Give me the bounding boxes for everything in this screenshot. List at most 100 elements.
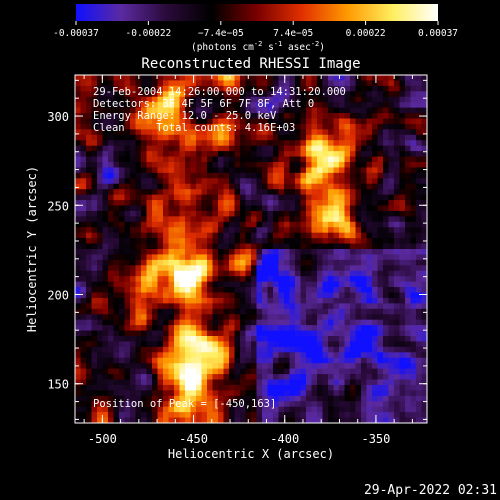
heatmap-cell xyxy=(207,96,214,103)
heatmap-cell xyxy=(185,227,192,234)
heatmap-cell xyxy=(91,287,98,294)
heatmap-cell xyxy=(416,221,423,228)
heatmap-cell xyxy=(97,221,104,228)
heatmap-cell xyxy=(256,91,263,98)
heatmap-cell xyxy=(201,162,208,169)
heatmap-cell xyxy=(179,363,186,370)
heatmap-cell xyxy=(405,227,412,234)
heatmap-cell xyxy=(152,363,159,370)
heatmap-cell xyxy=(113,325,120,332)
heatmap-cell xyxy=(311,281,318,288)
heatmap-cell xyxy=(234,384,241,391)
heatmap-cell xyxy=(317,314,324,321)
heatmap-cell xyxy=(135,107,142,114)
heatmap-cell xyxy=(416,156,423,163)
heatmap-cell xyxy=(190,276,197,283)
heatmap-cell xyxy=(124,178,131,185)
heatmap-cell xyxy=(229,129,236,136)
heatmap-cell xyxy=(141,325,148,332)
heatmap-cell xyxy=(394,336,401,343)
heatmap-cell xyxy=(157,276,164,283)
heatmap-cell xyxy=(102,75,109,82)
heatmap-cell xyxy=(388,281,395,288)
heatmap-cell xyxy=(124,368,131,375)
heatmap-cell xyxy=(306,254,313,261)
heatmap-cell xyxy=(201,205,208,212)
heatmap-cell xyxy=(113,107,120,114)
heatmap-cell xyxy=(135,210,142,217)
heatmap-cell xyxy=(366,183,373,190)
heatmap-cell xyxy=(383,325,390,332)
heatmap-cell xyxy=(405,113,412,120)
heatmap-cell xyxy=(157,243,164,250)
heatmap-cell xyxy=(124,129,131,136)
heatmap-cell xyxy=(229,254,236,261)
heatmap-cell xyxy=(135,314,142,321)
heatmap-cell xyxy=(190,314,197,321)
heatmap-cell xyxy=(108,292,115,299)
heatmap-cell xyxy=(234,379,241,386)
heatmap-cell xyxy=(240,216,247,223)
heatmap-cell xyxy=(410,156,417,163)
heatmap-cell xyxy=(333,200,340,207)
heatmap-cell xyxy=(245,336,252,343)
heatmap-cell xyxy=(421,287,427,294)
heatmap-cell xyxy=(284,194,291,201)
heatmap-cell xyxy=(399,292,406,299)
heatmap-cell xyxy=(185,118,192,125)
heatmap-cell xyxy=(388,319,395,326)
heatmap-cell xyxy=(196,189,203,196)
heatmap-cell xyxy=(372,85,379,92)
heatmap-cell xyxy=(306,221,313,228)
heatmap-cell xyxy=(185,238,192,245)
heatmap-cell xyxy=(75,297,82,304)
heatmap-cell xyxy=(75,292,82,299)
heatmap-cell xyxy=(295,172,302,179)
heatmap-cell xyxy=(119,276,126,283)
heatmap-cell xyxy=(234,189,241,196)
heatmap-cell xyxy=(240,395,247,402)
heatmap-cell xyxy=(328,292,335,299)
heatmap-cell xyxy=(311,80,318,87)
heatmap-cell xyxy=(350,232,357,239)
heatmap-cell xyxy=(218,259,225,266)
heatmap-cell xyxy=(355,297,362,304)
heatmap-cell xyxy=(135,259,142,266)
heatmap-cell xyxy=(278,379,285,386)
heatmap-cell xyxy=(234,91,241,98)
heatmap-cell xyxy=(361,303,368,310)
heatmap-cell xyxy=(256,352,263,359)
heatmap-cell xyxy=(185,129,192,136)
heatmap-cell xyxy=(344,129,351,136)
heatmap-cell xyxy=(366,341,373,348)
heatmap-cell xyxy=(97,80,104,87)
heatmap-cell xyxy=(124,325,131,332)
heatmap-cell xyxy=(306,113,313,120)
heatmap-cell xyxy=(97,129,104,136)
heatmap-cell xyxy=(377,200,384,207)
heatmap-cell xyxy=(366,325,373,332)
heatmap-cell xyxy=(113,194,120,201)
heatmap-cell xyxy=(130,167,137,174)
heatmap-cell xyxy=(262,270,269,277)
heatmap-cell xyxy=(130,292,137,299)
heatmap-cell xyxy=(328,308,335,315)
heatmap-cell xyxy=(196,210,203,217)
heatmap-cell xyxy=(179,287,186,294)
heatmap-cell xyxy=(130,395,137,402)
heatmap-cell xyxy=(361,325,368,332)
heatmap-cell xyxy=(75,96,82,103)
heatmap-cell xyxy=(306,227,313,234)
heatmap-cell xyxy=(168,118,175,125)
heatmap-cell xyxy=(262,85,269,92)
heatmap-cell xyxy=(377,287,384,294)
heatmap-cell xyxy=(256,85,263,92)
heatmap-cell xyxy=(333,417,340,423)
heatmap-cell xyxy=(289,145,296,152)
heatmap-cell xyxy=(256,227,263,234)
heatmap-cell xyxy=(212,151,219,158)
heatmap-cell xyxy=(267,308,274,315)
heatmap-cell xyxy=(174,91,181,98)
heatmap-cell xyxy=(399,129,406,136)
heatmap-cell xyxy=(284,395,291,402)
